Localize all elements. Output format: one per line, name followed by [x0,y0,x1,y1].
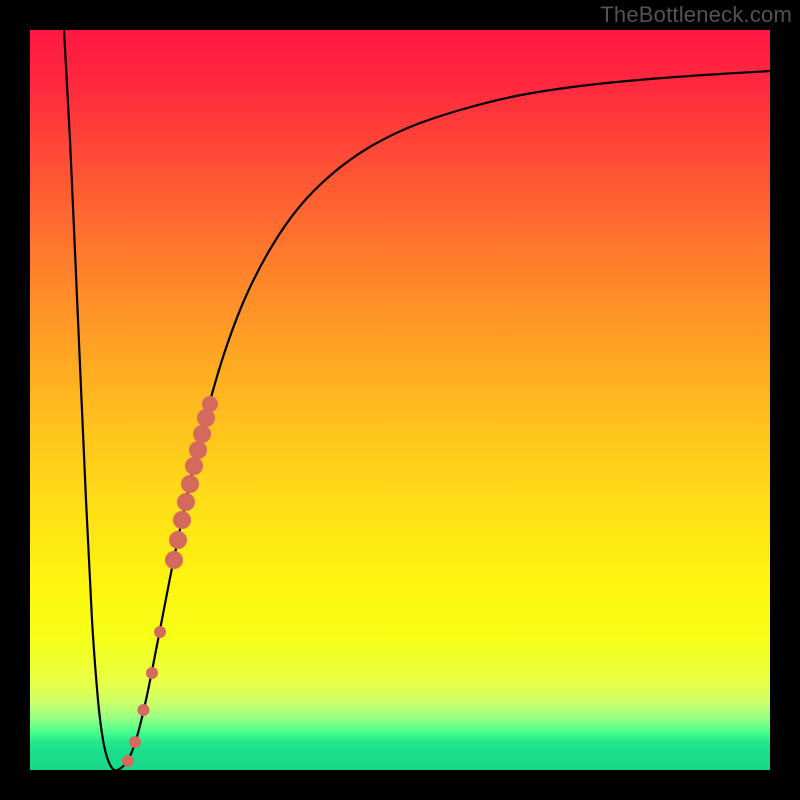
marker-point [181,475,199,493]
bottleneck-chart: TheBottleneck.com [0,0,800,800]
marker-point [197,409,215,427]
marker-point [193,425,211,443]
watermark-text: TheBottleneck.com [600,2,792,28]
marker-point [185,457,203,475]
marker-point [202,396,218,412]
marker-point [169,531,187,549]
gradient-background [30,30,770,770]
marker-point [138,704,150,716]
marker-point [122,755,134,767]
marker-point [189,441,207,459]
marker-point [177,493,195,511]
marker-point [154,626,166,638]
marker-point [165,551,183,569]
chart-svg [0,0,800,800]
marker-point [129,736,141,748]
marker-point [173,511,191,529]
marker-point [146,667,158,679]
